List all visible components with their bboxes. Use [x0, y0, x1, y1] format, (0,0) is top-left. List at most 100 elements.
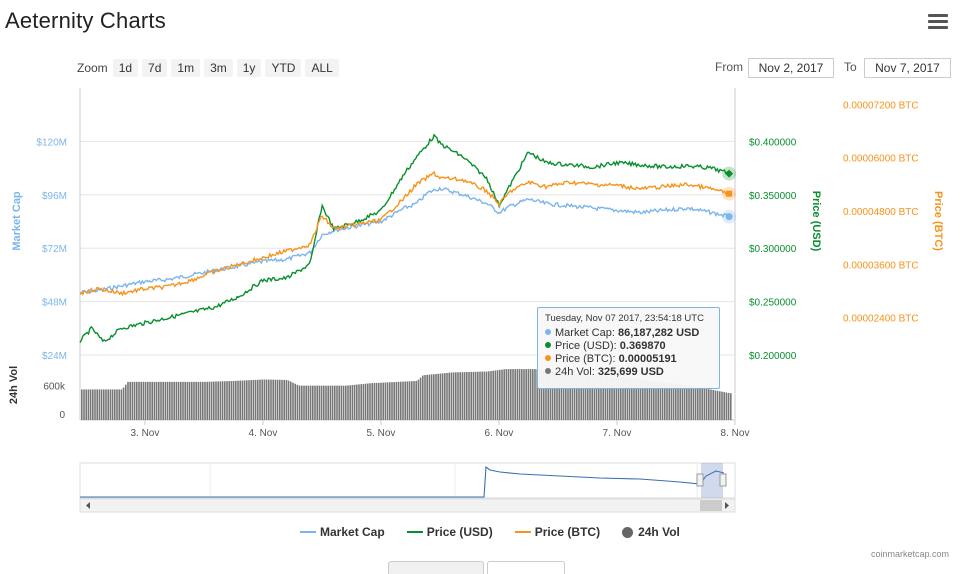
zoom-1y-button[interactable]: 1y	[236, 59, 262, 77]
volume-bar	[208, 381, 211, 420]
zoom-1m-button[interactable]: 1m	[171, 59, 201, 77]
volume-bar	[725, 392, 728, 420]
volume-bar	[292, 382, 294, 420]
volume-bar	[122, 387, 125, 420]
volume-bar	[263, 379, 266, 420]
legend-item-price-btc[interactable]: Price (BTC)	[514, 525, 600, 539]
volume-bar	[697, 387, 699, 420]
legend-line-icon	[514, 531, 531, 533]
volume-bar	[314, 385, 316, 420]
volume-bar	[668, 382, 670, 420]
volume-bar	[345, 385, 347, 420]
zoom-1d-button[interactable]: 1d	[112, 59, 139, 77]
volume-bar	[675, 383, 677, 420]
legend-item-volume[interactable]: 24h Vol	[622, 525, 680, 539]
legend-item-market-cap[interactable]: Market Cap	[300, 525, 385, 539]
price-btc-tick-label: 0.00006000 BTC	[843, 154, 919, 165]
volume-bar	[338, 385, 340, 420]
volume-bar	[180, 381, 182, 420]
credit-link[interactable]: coinmarketcap.com	[870, 549, 949, 559]
hover-marker	[725, 169, 734, 178]
volume-bar	[455, 372, 457, 420]
volume-bar	[560, 371, 563, 420]
volume-tick-label: 600k	[43, 382, 66, 393]
volume-bar	[202, 381, 204, 420]
price-usd-tick-label: $0.250000	[749, 298, 797, 309]
zoom-ytd-button[interactable]: YTD	[265, 59, 302, 77]
volume-bar	[512, 369, 514, 420]
volume-bar	[488, 371, 490, 420]
volume-bar	[446, 372, 448, 420]
hamburger-menu-icon[interactable]	[928, 14, 948, 30]
volume-bar	[327, 385, 329, 420]
volume-bar	[703, 388, 706, 420]
volume-bar	[140, 381, 142, 420]
bottom-tab-stub[interactable]	[388, 561, 484, 574]
volume-bar	[692, 386, 695, 420]
volume-bar	[661, 382, 664, 420]
volume-bar	[191, 381, 193, 420]
volume-bar	[525, 369, 527, 420]
volume-bar	[699, 387, 701, 420]
volume-bar	[279, 379, 281, 420]
zoom-3m-button[interactable]: 3m	[204, 59, 233, 77]
range-to-input[interactable]: Nov 7, 2017	[864, 58, 951, 78]
volume-bar	[382, 382, 384, 420]
volume-bar	[551, 370, 554, 420]
volume-bar	[514, 369, 516, 420]
volume-bar	[635, 379, 637, 420]
volume-bar	[606, 376, 609, 420]
range-from-input[interactable]: Nov 2, 2017	[748, 58, 834, 78]
volume-bar	[617, 377, 620, 420]
volume-bar	[657, 381, 659, 420]
bottom-tab-stub[interactable]	[487, 561, 565, 574]
volume-bar	[369, 383, 371, 420]
volume-bar	[364, 383, 367, 420]
volume-bar	[441, 373, 444, 420]
price-chart[interactable]: $24M $48M $72M $96M $120M $0.200000 $0.250000 $…	[0, 0, 965, 520]
volume-bar	[378, 382, 380, 420]
volume-bar	[184, 381, 186, 420]
volume-bar	[562, 371, 565, 420]
volume-bar	[719, 391, 721, 420]
volume-bar	[290, 381, 292, 420]
zoom-7d-button[interactable]: 7d	[142, 59, 168, 77]
series-line-price-btc-	[79, 170, 730, 297]
volume-bar	[499, 369, 501, 420]
volume-bar	[182, 381, 184, 420]
series-line-price-usd-	[79, 133, 730, 343]
legend-item-price-usd[interactable]: Price (USD)	[406, 525, 493, 539]
volume-bar	[219, 381, 222, 420]
volume-bar	[384, 382, 387, 420]
volume-bar	[177, 381, 180, 420]
volume-bar	[228, 381, 230, 420]
volume-bar	[672, 383, 675, 420]
volume-bar	[342, 385, 345, 420]
volume-bar	[648, 380, 651, 420]
volume-bar	[615, 376, 618, 420]
x-tick-label: 7. Nov	[603, 428, 632, 439]
volume-bar	[362, 383, 365, 420]
volume-bar	[573, 372, 576, 420]
chart-legend: Market Cap Price (USD) Price (BTC) 24h V…	[300, 525, 702, 539]
x-tick-label: 8. Nov	[721, 428, 750, 439]
volume-bar	[393, 382, 395, 420]
zoom-all-button[interactable]: ALL	[305, 59, 339, 77]
price-usd-tick-label: $0.200000	[749, 351, 797, 362]
volume-bar	[250, 380, 252, 420]
volume-bar	[175, 381, 178, 420]
volume-bar	[681, 384, 684, 420]
volume-bar	[411, 381, 413, 420]
volume-tick-label: 0	[59, 410, 65, 421]
volume-bar	[565, 372, 567, 420]
volume-bar	[413, 381, 415, 420]
navigator-selection	[701, 463, 723, 498]
volume-bar	[215, 381, 217, 420]
price-usd-tick-label: $0.350000	[749, 191, 797, 202]
hover-marker	[725, 213, 733, 221]
x-tick-label: 4. Nov	[248, 428, 277, 439]
volume-bar	[644, 380, 646, 420]
volume-bar	[470, 371, 472, 420]
volume-bar	[543, 369, 545, 420]
tooltip-dot-price-usd	[545, 342, 551, 348]
